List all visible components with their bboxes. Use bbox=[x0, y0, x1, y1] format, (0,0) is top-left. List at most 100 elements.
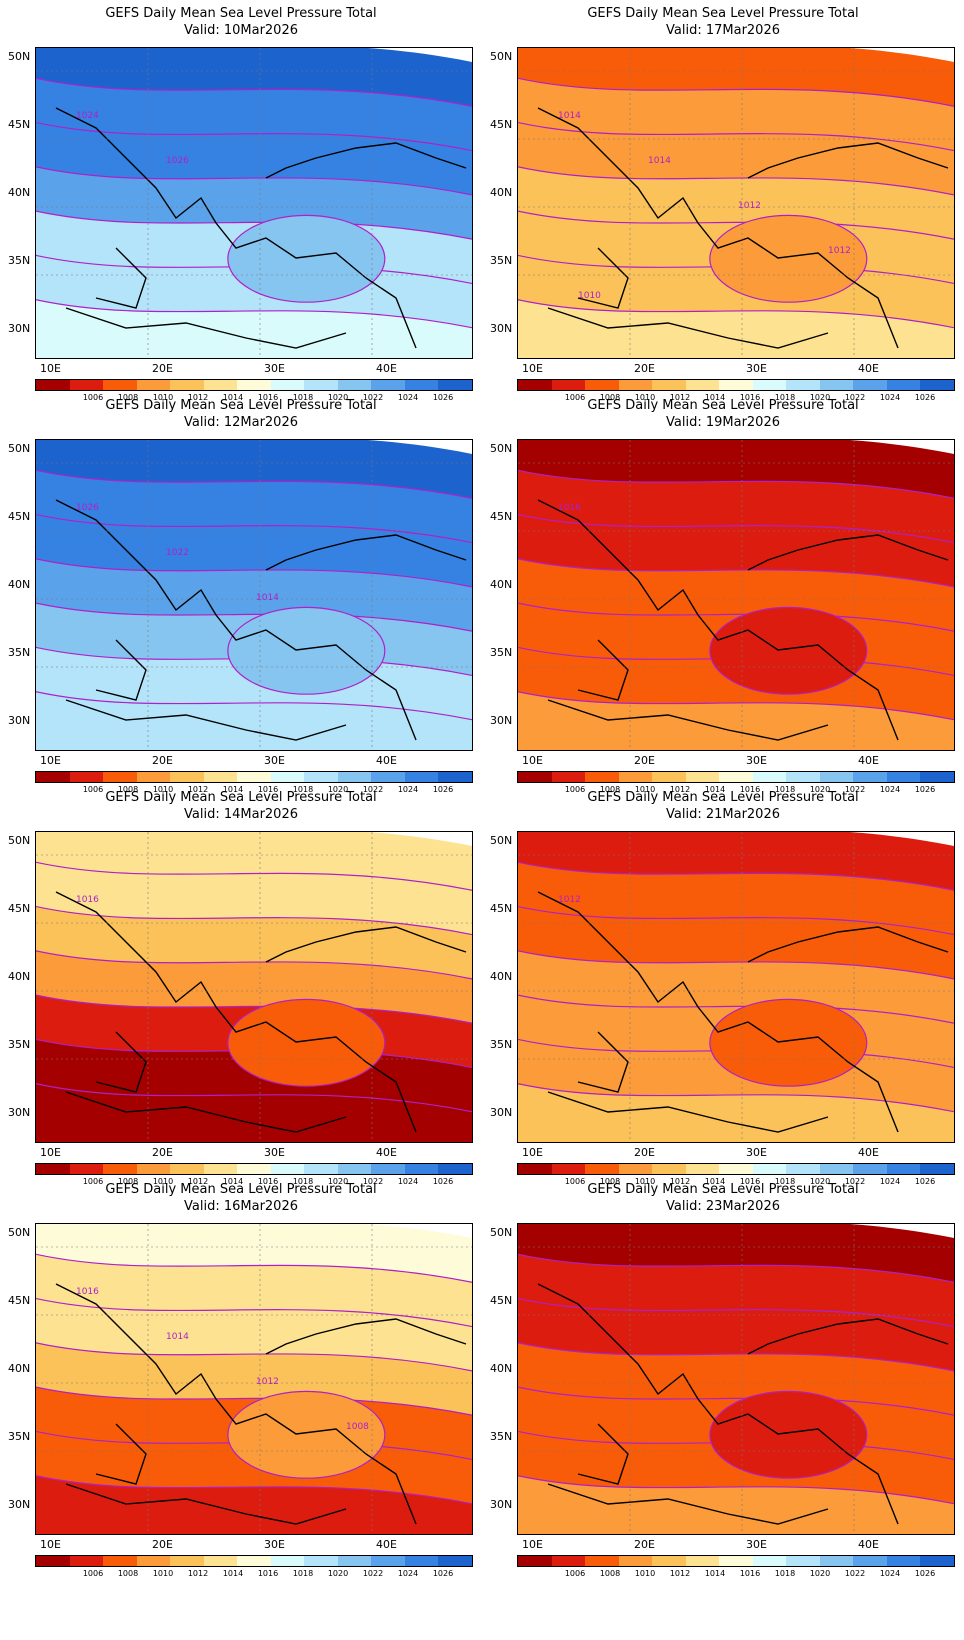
colorbar-swatch bbox=[585, 772, 619, 782]
colorbar-label: 1024 bbox=[397, 1569, 419, 1578]
colorbar-swatch bbox=[304, 380, 338, 390]
isobar-line bbox=[518, 950, 954, 980]
latitude-label: 50N bbox=[8, 50, 31, 63]
isobar-line bbox=[36, 602, 472, 632]
isobar-label: 1012 bbox=[738, 201, 761, 211]
colorbar-label: 1020 bbox=[327, 1177, 349, 1186]
colorbar-swatch bbox=[170, 1556, 204, 1566]
pressure-map: 1026 1022 1014 bbox=[35, 439, 473, 751]
colorbar-swatch bbox=[203, 772, 238, 782]
pressure-map: 1024 1026 bbox=[35, 47, 473, 359]
longitude-label: 20E bbox=[152, 1146, 173, 1159]
colorbar-swatch bbox=[404, 772, 439, 782]
pressure-center bbox=[227, 214, 386, 303]
colorbar-swatch bbox=[36, 1556, 70, 1566]
isobar-label: 1014 bbox=[166, 1332, 189, 1342]
latitude-label: 30N bbox=[490, 1106, 513, 1119]
colorbar-swatch bbox=[103, 1556, 137, 1566]
isobar-line bbox=[36, 950, 472, 980]
colorbar-swatch bbox=[371, 380, 405, 390]
latitude-label: 35N bbox=[8, 1430, 31, 1443]
colorbar-label: 1012 bbox=[187, 785, 209, 794]
longitude-label: 20E bbox=[152, 362, 173, 375]
colorbar-label: 1020 bbox=[809, 1177, 831, 1186]
latitude-label: 45N bbox=[8, 118, 31, 131]
coastline bbox=[537, 107, 949, 349]
isobar-line bbox=[518, 77, 954, 107]
colorbar-swatch bbox=[719, 1556, 753, 1566]
colorbar-label: 1018 bbox=[774, 785, 796, 794]
longitude-label: 10E bbox=[522, 362, 543, 375]
colorbar-label: 1020 bbox=[809, 1569, 831, 1578]
isobar-label: 1012 bbox=[828, 246, 851, 256]
colorbar-label: 1006 bbox=[564, 393, 586, 402]
colorbar-swatch bbox=[920, 380, 954, 390]
colorbar-swatch bbox=[853, 380, 887, 390]
colorbar-swatch bbox=[886, 1164, 921, 1174]
pressure-center bbox=[227, 998, 386, 1087]
colorbar-swatch bbox=[36, 380, 70, 390]
isobar-line bbox=[36, 166, 472, 196]
colorbar-swatch bbox=[585, 1164, 619, 1174]
colorbar-swatch bbox=[69, 772, 104, 782]
colorbar-label: 1022 bbox=[362, 1569, 384, 1578]
colorbar-label: 1016 bbox=[739, 393, 761, 402]
latitude-label: 30N bbox=[490, 714, 513, 727]
colorbar-swatch bbox=[853, 772, 887, 782]
colorbar-label: 1006 bbox=[82, 785, 104, 794]
longitude-label: 20E bbox=[634, 1538, 655, 1551]
latitude-label: 35N bbox=[490, 254, 513, 267]
pressure-map: 1012 bbox=[517, 831, 955, 1143]
colorbar-label: 1016 bbox=[257, 1177, 279, 1186]
latitude-label: 45N bbox=[8, 902, 31, 915]
isobar-line bbox=[36, 1386, 472, 1416]
longitude-label: 10E bbox=[40, 362, 61, 375]
longitude-label: 40E bbox=[376, 1538, 397, 1551]
colorbar-label: 1016 bbox=[257, 393, 279, 402]
longitude-label: 10E bbox=[522, 1146, 543, 1159]
longitude-label: 30E bbox=[746, 754, 767, 767]
colorbar-swatch bbox=[819, 772, 854, 782]
colorbar-swatch bbox=[719, 772, 753, 782]
longitude-label: 40E bbox=[376, 1146, 397, 1159]
latitude-label: 40N bbox=[490, 970, 513, 983]
map-panel: GEFS Daily Mean Sea Level Pressure Total… bbox=[0, 0, 482, 410]
colorbar-swatch bbox=[69, 1164, 104, 1174]
latitude-label: 30N bbox=[490, 1498, 513, 1511]
isobar-label: 1008 bbox=[346, 1422, 369, 1432]
coastline bbox=[55, 499, 467, 741]
colorbar-swatch bbox=[551, 1556, 586, 1566]
panel-valid-date: Valid: 10Mar2026 bbox=[184, 23, 298, 38]
isobar-line bbox=[518, 1342, 954, 1372]
colorbar-swatch bbox=[337, 1556, 372, 1566]
colorbar bbox=[517, 379, 955, 391]
colorbar-swatch bbox=[652, 772, 686, 782]
longitude-label: 30E bbox=[746, 1146, 767, 1159]
colorbar-label: 1012 bbox=[187, 1569, 209, 1578]
isobar-line bbox=[36, 77, 472, 107]
colorbar-label: 1006 bbox=[82, 393, 104, 402]
isobar-label: 1016 bbox=[76, 895, 99, 905]
colorbar-swatch bbox=[618, 772, 653, 782]
isobar-line bbox=[518, 121, 954, 152]
colorbar-swatch bbox=[886, 380, 921, 390]
colorbar-label: 1016 bbox=[739, 785, 761, 794]
colorbar-label: 1010 bbox=[152, 785, 174, 794]
colorbar-swatch bbox=[170, 772, 204, 782]
map-panel: GEFS Daily Mean Sea Level Pressure Total… bbox=[482, 0, 964, 410]
colorbar-label: 1016 bbox=[257, 1569, 279, 1578]
longitude-label: 20E bbox=[634, 362, 655, 375]
colorbar-label: 1014 bbox=[222, 785, 244, 794]
colorbar-swatch bbox=[551, 380, 586, 390]
colorbar-swatch bbox=[719, 380, 753, 390]
colorbar-label: 1006 bbox=[564, 1177, 586, 1186]
colorbar-label: 1026 bbox=[914, 1569, 936, 1578]
colorbar-label: 1008 bbox=[599, 1177, 621, 1186]
colorbar-swatch bbox=[438, 380, 472, 390]
isobar-line bbox=[518, 1253, 954, 1283]
colorbar-label: 1012 bbox=[187, 393, 209, 402]
isobar-label: 1016 bbox=[558, 503, 581, 513]
colorbar-swatch bbox=[886, 772, 921, 782]
pressure-center bbox=[227, 1390, 386, 1479]
colorbar-swatch bbox=[237, 1164, 271, 1174]
